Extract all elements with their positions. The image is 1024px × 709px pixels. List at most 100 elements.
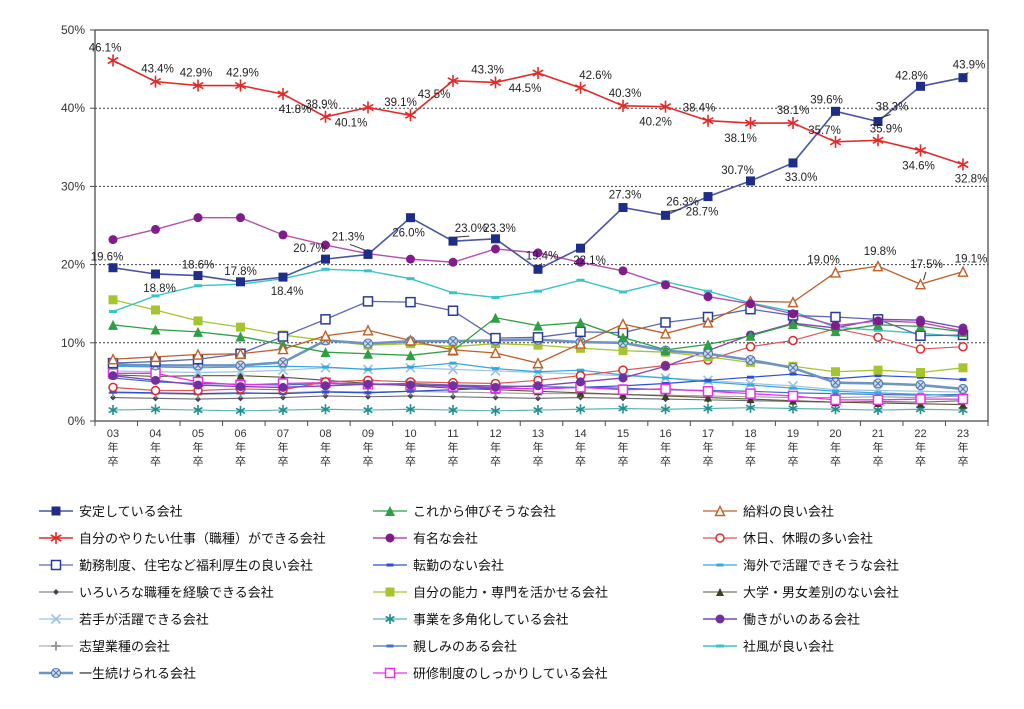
legend-marker-triangle-icon xyxy=(373,505,407,516)
data-label: 43.4% xyxy=(141,64,174,76)
legend-item: 給料の良い会社 xyxy=(702,497,899,524)
data-label: 38.1% xyxy=(777,105,810,117)
y-axis: 0% 10% 20% 30% 40% 50% xyxy=(61,23,85,428)
legend-label: 安定している会社 xyxy=(79,504,183,519)
series-4 xyxy=(108,213,968,336)
legend-label: 親しみのある会社 xyxy=(413,639,518,654)
legend-item: 事業を多角化している会社 xyxy=(372,605,608,632)
x-tick-label: 11 xyxy=(447,428,458,440)
data-label: 38.4% xyxy=(683,103,716,115)
line-chart: 0%10%20%30%40%50%03年卒04年卒05年卒06年卒07年卒08年… xyxy=(61,23,989,468)
legend-item: 若手が活躍できる会社 xyxy=(38,605,326,632)
series-0 xyxy=(108,73,968,287)
legend-marker-asterisk-icon xyxy=(39,531,73,544)
x-tick-label: 卒 xyxy=(958,454,969,468)
x-tick-label: 卒 xyxy=(618,454,629,468)
legend-marker-x-icon xyxy=(39,613,73,624)
legend-label: 休日、休暇の多い会社 xyxy=(743,531,874,546)
data-label: 19.6% xyxy=(91,252,124,264)
data-label: 23.3% xyxy=(483,223,516,235)
data-label: 27.3% xyxy=(609,190,642,202)
x-tick-label: 22 xyxy=(914,428,926,440)
x-tick-label: 卒 xyxy=(915,454,926,468)
x-tick-label: 年 xyxy=(533,440,544,454)
x-tick-label: 卒 xyxy=(150,454,161,468)
legend: 安定している会社自分のやりたい仕事（職種）ができる会社勤務制度、住宅など福利厚生… xyxy=(38,497,1024,702)
data-label: 21.3% xyxy=(332,231,365,243)
legend-marker-dash-icon xyxy=(703,644,737,647)
x-tick-label: 年 xyxy=(108,440,119,454)
data-label: 19.1% xyxy=(955,254,988,266)
axis-ticks xyxy=(90,29,989,426)
x-tick-label: 年 xyxy=(703,440,714,454)
x-tick-label: 卒 xyxy=(533,454,544,468)
legend-marker-square-open-icon xyxy=(373,667,407,678)
chart-container: 0% 10% 20% 30% 40% 50% 03 年卒 04 年卒 05 年卒 06 年卒 07 年卒 08 年… xyxy=(61,23,989,468)
x-tick-label: 年 xyxy=(830,440,841,454)
x-tick-label: 年 xyxy=(150,440,161,454)
legend-column-3: 給料の良い会社 休日、休暇の多い会社 海外で活躍できそうな会社 大学・男女差別のない会… xyxy=(702,497,899,659)
x-tick-label: 卒 xyxy=(405,454,416,468)
x-tick-label: 16 xyxy=(659,428,671,440)
data-label: 26.0% xyxy=(392,228,425,240)
data-label: 46.1% xyxy=(89,42,122,54)
data-label: 43.5% xyxy=(418,89,451,101)
legend-item: 休日、休暇の多い会社 xyxy=(702,524,899,551)
legend-marker-dash-icon xyxy=(703,563,737,566)
y-tick-label: 20% xyxy=(61,258,85,272)
legend-label: いろいろな職種を経験できる会社 xyxy=(79,585,274,600)
x-tick-label: 09 xyxy=(362,428,374,440)
data-label: 17.5% xyxy=(910,259,943,271)
legend-item: 自分のやりたい仕事（職種）ができる会社 xyxy=(38,524,326,551)
legend-item: 社風が良い会社 xyxy=(702,632,899,659)
x-tick-label: 年 xyxy=(490,440,501,454)
x-tick-label: 03 xyxy=(107,428,119,440)
x-tick-label: 20 xyxy=(829,428,841,440)
x-tick-label: 卒 xyxy=(575,454,586,468)
legend-item: 安定している会社 xyxy=(38,497,326,524)
data-label: 20.7% xyxy=(293,243,326,255)
x-tick-label: 年 xyxy=(363,440,374,454)
legend-marker-dash-icon xyxy=(373,563,407,566)
data-label: 42.8% xyxy=(895,70,928,82)
x-tick-label: 卒 xyxy=(788,454,799,468)
x-axis: 03年卒04年卒05年卒06年卒07年卒08年卒09年卒10年卒11年卒12年卒… xyxy=(107,428,969,468)
data-label: 17.8% xyxy=(224,266,257,278)
legend-item: 親しみのある会社 xyxy=(372,632,608,659)
legend-label: 有名な会社 xyxy=(413,531,479,546)
data-label: 19.8% xyxy=(864,246,897,258)
legend-label: 研修制度のしっかりしている会社 xyxy=(413,666,608,681)
x-tick-label: 年 xyxy=(575,440,586,454)
data-label: 42.6% xyxy=(579,70,612,82)
legend-marker-circle-icon xyxy=(703,614,737,623)
legend-item: 勤務制度、住宅など福利厚生の良い会社 xyxy=(38,551,326,578)
data-label: 38.3% xyxy=(876,101,909,113)
x-tick-label: 06 xyxy=(234,428,246,440)
data-label: 41.8% xyxy=(279,104,312,116)
data-label: 23.0% xyxy=(455,223,488,235)
legend-label: 社風が良い会社 xyxy=(743,639,835,654)
x-tick-label: 卒 xyxy=(490,454,501,468)
legend-item: 働きがいのある会社 xyxy=(702,605,899,632)
y-tick-label: 30% xyxy=(61,179,85,193)
x-tick-label: 年 xyxy=(660,440,671,454)
legend-marker-plus-icon xyxy=(39,641,73,650)
x-tick-label: 04 xyxy=(149,428,161,440)
data-label: 18.8% xyxy=(143,283,176,295)
data-label: 30.7% xyxy=(721,165,754,177)
x-tick-label: 19 xyxy=(787,428,799,440)
legend-item: 大学・男女差別のない会社 xyxy=(702,578,899,605)
x-tick-label: 年 xyxy=(235,440,246,454)
legend-label: 勤務制度、住宅など福利厚生の良い会社 xyxy=(79,558,314,573)
data-label: 38.9% xyxy=(305,99,338,111)
x-tick-label: 年 xyxy=(448,440,459,454)
legend-label: 志望業種の会社 xyxy=(79,639,171,654)
data-label: 40.2% xyxy=(639,117,672,129)
x-tick-label: 年 xyxy=(745,440,756,454)
data-label: 34.6% xyxy=(902,160,935,172)
y-tick-label: 50% xyxy=(61,23,85,37)
legend-item: 転勤のない会社 xyxy=(372,551,608,578)
gridlines xyxy=(95,107,988,344)
x-tick-label: 卒 xyxy=(830,454,841,468)
legend-label: 働きがいのある会社 xyxy=(743,612,861,627)
